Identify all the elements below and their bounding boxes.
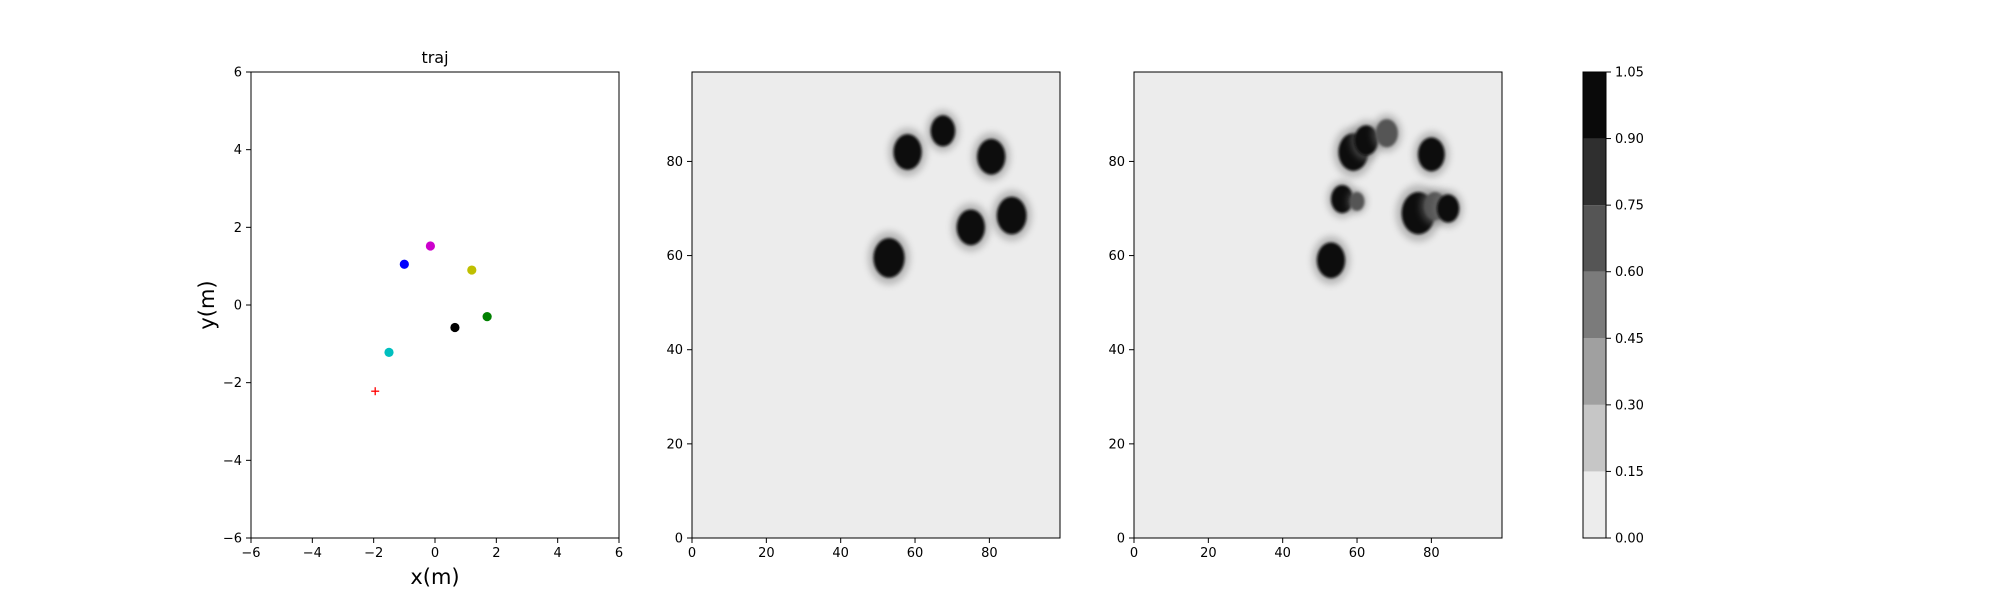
- heatmap-2-y-tick-label: 80: [1108, 155, 1125, 170]
- heatmap-1-y-tick-label: 60: [666, 249, 683, 264]
- heatmap-1-blob: [951, 203, 990, 252]
- traj-y-tick-label: 2: [234, 221, 242, 236]
- heatmap-2-y-tick-label: 20: [1108, 437, 1125, 452]
- heatmap-2-blob: [1433, 189, 1464, 228]
- heatmap-2-blob: [1311, 236, 1351, 285]
- traj-x-tick-label: −4: [303, 546, 322, 561]
- colorbar-tick-label: 0.15: [1615, 465, 1644, 480]
- heatmap-2-blob: [1346, 188, 1368, 215]
- traj-x-tick-label: 2: [492, 546, 500, 561]
- traj-x-tick-label: 0: [431, 546, 439, 561]
- heatmap-1-blob: [867, 231, 911, 285]
- colorbar-band: [1583, 205, 1606, 272]
- colorbar-bands: [1583, 72, 1606, 538]
- colorbar-ticks: 0.00 0.15 0.30 0.45 0.60 0.75 0.90 1.05: [1606, 66, 1644, 547]
- heatmap-2-y-tick-label: 60: [1108, 249, 1125, 264]
- heatmap-2-axes-frame: [1133, 71, 1503, 539]
- heatmap-1-x-tick-label: 0: [688, 546, 696, 561]
- traj-point: [450, 322, 460, 333]
- heatmap-1-y-tick-label: 20: [666, 437, 683, 452]
- heatmap-2-blobs: [1311, 114, 1464, 285]
- traj-y-tick-label: −2: [223, 376, 242, 391]
- heatmap-1-x-tick-label: 20: [758, 546, 775, 561]
- heatmap-1-blob: [972, 132, 1011, 181]
- colorbar-band: [1583, 271, 1606, 339]
- traj-point: [467, 265, 477, 275]
- heatmap-1-y-tick-label: 40: [666, 343, 683, 358]
- colorbar-tick-label: 0.75: [1615, 199, 1644, 214]
- heatmap-1-y-ticks: 0 20 40 60 80: [666, 155, 692, 547]
- colorbar-band: [1583, 72, 1606, 139]
- heatmap-2-blob: [1371, 114, 1402, 153]
- heatmap-1-x-tick-label: 80: [981, 546, 998, 561]
- traj-x-tick-label: 4: [554, 546, 562, 561]
- heatmap-2-y-tick-label: 0: [1117, 532, 1125, 547]
- colorbar-frame: [1582, 71, 1607, 539]
- heatmap-2-x-tick-label: 0: [1130, 546, 1138, 561]
- traj-panel: traj −6 −4 −2 0 2 4 6 −6 −4 −2 0 2 4 6 x(m) y(m): [195, 48, 623, 589]
- colorbar-band: [1583, 138, 1606, 206]
- colorbar: 0.00 0.15 0.30 0.45 0.60 0.75 0.90 1.05: [1582, 66, 1644, 547]
- heatmap-1-y-tick-label: 0: [675, 532, 683, 547]
- traj-points: [371, 241, 492, 396]
- heatmap-2-blob: [1413, 131, 1450, 178]
- traj-y-tick-label: 6: [234, 66, 242, 81]
- heatmap-panel-2: 0 20 40 60 80 0 20 40 60 80: [1108, 71, 1503, 561]
- traj-point: [482, 312, 492, 322]
- traj-point: [384, 347, 394, 357]
- traj-point: [425, 241, 435, 251]
- traj-x-tick-label: −6: [241, 546, 260, 561]
- colorbar-tick-label: 0.00: [1615, 532, 1644, 547]
- colorbar-tick-label: 0.90: [1615, 132, 1644, 147]
- heatmap-2-x-tick-label: 80: [1423, 546, 1440, 561]
- heatmap-2-background: [1134, 72, 1502, 538]
- heatmap-1-blob: [888, 127, 927, 177]
- heatmap-2-x-tick-label: 60: [1349, 546, 1366, 561]
- traj-x-axis-label: x(m): [410, 565, 459, 589]
- heatmap-1-y-tick-label: 80: [666, 155, 683, 170]
- traj-x-tick-label: −2: [364, 546, 383, 561]
- heatmap-1-x-tick-label: 40: [832, 546, 849, 561]
- colorbar-band: [1583, 471, 1606, 538]
- colorbar-tick-label: 0.45: [1615, 332, 1644, 347]
- heatmap-2-x-tick-label: 40: [1274, 546, 1291, 561]
- heatmap-2-x-ticks: 0 20 40 60 80: [1130, 538, 1440, 561]
- colorbar-band: [1583, 338, 1606, 405]
- traj-x-ticks: −6 −4 −2 0 2 4 6: [241, 538, 623, 561]
- traj-y-axis-label: y(m): [195, 280, 219, 329]
- heatmap-1-axes-frame: [691, 71, 1061, 539]
- colorbar-tick-label: 0.30: [1615, 398, 1644, 413]
- colorbar-band: [1583, 404, 1606, 472]
- heatmap-1-blob: [991, 190, 1032, 241]
- traj-y-ticks: −6 −4 −2 0 2 4 6: [223, 66, 251, 547]
- heatmap-panel-1: 0 20 40 60 80 0 20 40 60 80: [666, 71, 1061, 561]
- heatmap-1-x-ticks: 0 20 40 60 80: [688, 538, 998, 561]
- heatmap-2-x-tick-label: 20: [1200, 546, 1217, 561]
- traj-x-tick-label: 6: [615, 546, 623, 561]
- heatmap-2-y-tick-label: 40: [1108, 343, 1125, 358]
- heatmap-1-blobs: [867, 109, 1032, 285]
- heatmap-2-y-ticks: 0 20 40 60 80: [1108, 155, 1134, 547]
- traj-axes-frame: [250, 71, 620, 539]
- traj-y-tick-label: −6: [223, 532, 242, 547]
- traj-y-tick-label: −4: [223, 454, 242, 469]
- heatmap-1-blob: [926, 109, 960, 152]
- traj-target-marker: [371, 387, 380, 396]
- heatmap-1-x-tick-label: 60: [907, 546, 924, 561]
- colorbar-tick-label: 1.05: [1615, 66, 1644, 81]
- traj-y-tick-label: 0: [234, 299, 242, 314]
- colorbar-tick-label: 0.60: [1615, 265, 1644, 280]
- traj-point: [399, 259, 409, 269]
- traj-y-tick-label: 4: [234, 143, 242, 158]
- traj-title: traj: [421, 48, 448, 67]
